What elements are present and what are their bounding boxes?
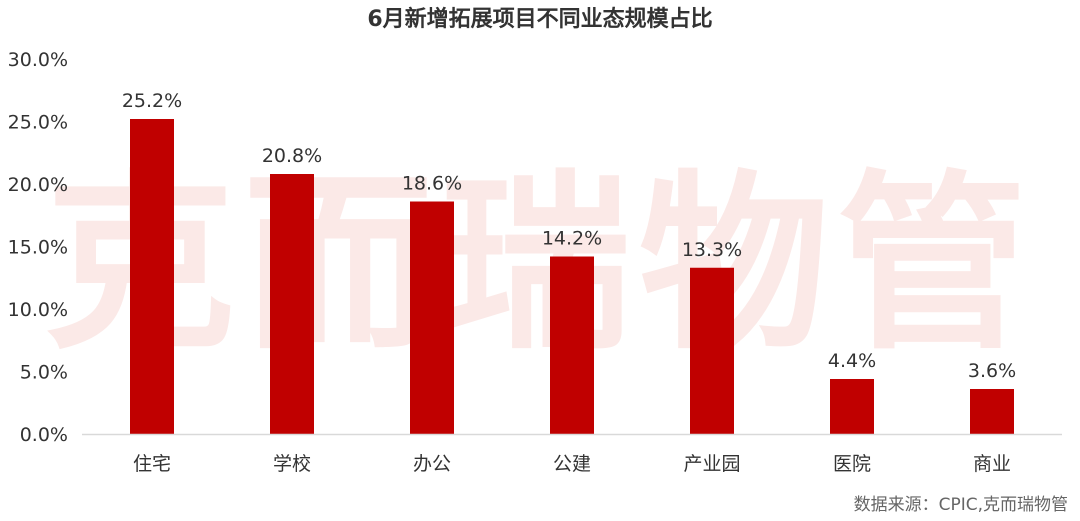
bar [270,174,314,434]
x-axis: 住宅 学校 办公 公建 产业园 医院 商业 [82,433,1062,475]
x-tick-label: 商业 [973,453,1011,475]
data-labels: 25.2% 20.8% 18.6% 14.2% 13.3% 4.4% 3.6% [122,90,1016,382]
bar [830,379,874,434]
data-label: 20.8% [262,145,322,167]
bar [130,119,174,434]
bar [970,389,1014,434]
source-note: 数据来源：CPIC,克而瑞物管 [854,495,1068,515]
x-tick-label: 产业园 [683,453,740,475]
x-tick-label: 住宅 [133,453,171,475]
bar [550,256,594,434]
data-label: 3.6% [968,360,1016,382]
y-tick-label: 15.0% [8,237,68,259]
y-tick-label: 5.0% [20,362,68,384]
y-tick-label: 0.0% [20,424,68,446]
bars [130,119,1014,434]
data-label: 14.2% [542,228,602,250]
y-tick-label: 10.0% [8,299,68,321]
x-tick-label: 公建 [553,453,591,475]
bar [690,267,734,434]
y-tick-label: 20.0% [8,174,68,196]
data-label: 4.4% [828,350,876,372]
data-label: 18.6% [402,173,462,195]
y-tick-label: 25.0% [8,112,68,134]
chart-title: 6月新增拓展项目不同业态规模占比 [367,6,712,32]
y-tick-label: 30.0% [8,49,68,71]
data-label: 25.2% [122,90,182,112]
y-axis: 0.0% 5.0% 10.0% 15.0% 20.0% 25.0% 30.0% [8,49,68,446]
watermark: 克而瑞物管 [45,154,1035,375]
data-label: 13.3% [682,239,742,261]
x-tick-label: 学校 [273,453,311,475]
bar [410,201,454,434]
x-tick-label: 办公 [413,453,451,475]
x-tick-label: 医院 [833,453,871,475]
